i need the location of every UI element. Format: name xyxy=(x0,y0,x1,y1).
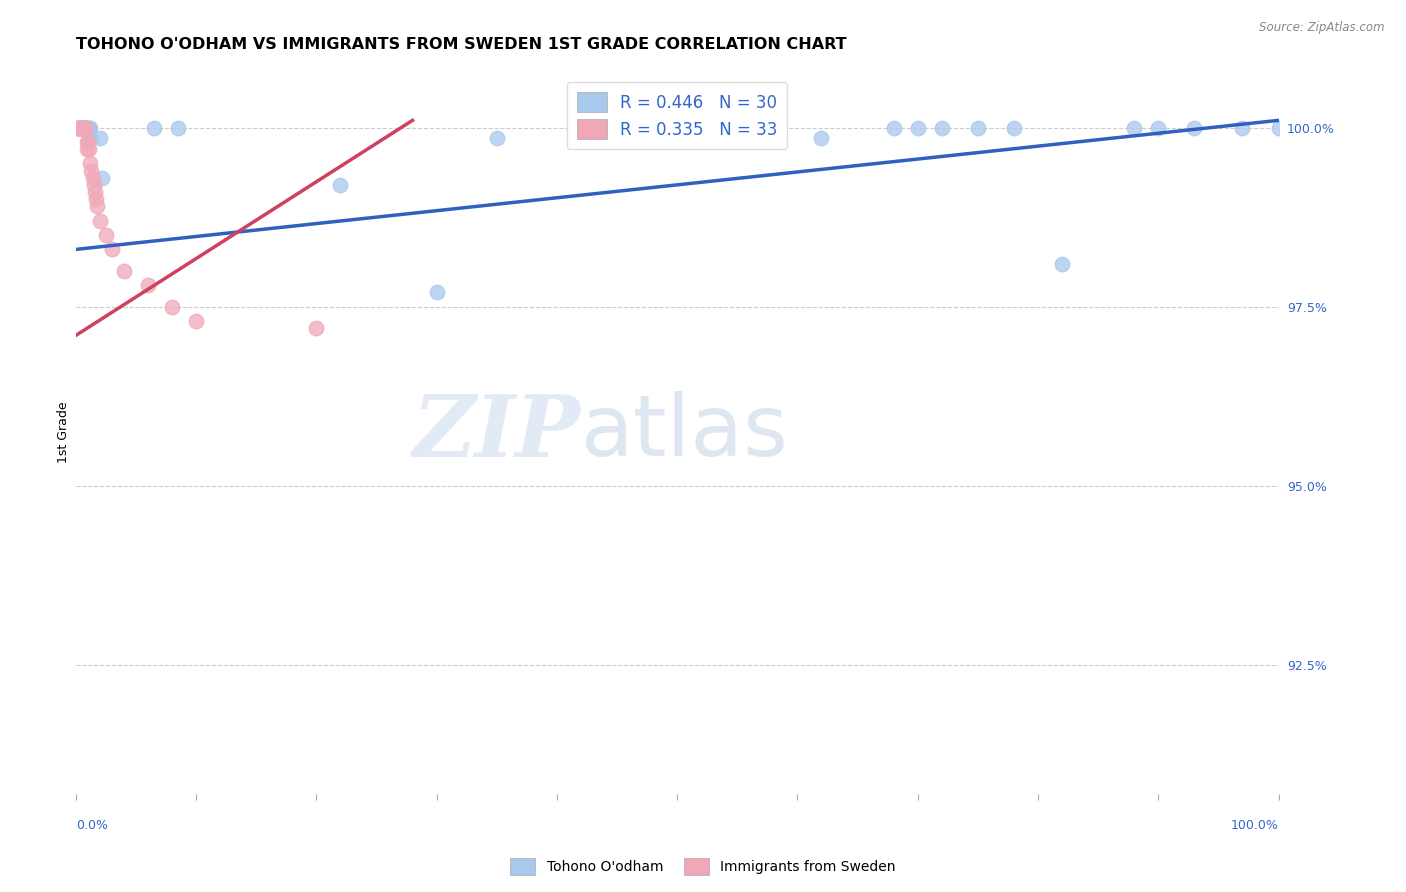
Point xyxy=(80,131,103,145)
Point xyxy=(101,243,124,257)
Legend: R = 0.446   N = 30, R = 0.335   N = 33: R = 0.446 N = 30, R = 0.335 N = 33 xyxy=(567,82,787,150)
Point xyxy=(72,120,94,135)
Legend: Tohono O'odham, Immigrants from Sweden: Tohono O'odham, Immigrants from Sweden xyxy=(505,853,901,880)
Point xyxy=(79,120,101,135)
Point xyxy=(70,120,93,135)
Point xyxy=(73,120,96,135)
Text: ZIP: ZIP xyxy=(413,391,581,474)
Point xyxy=(76,120,98,135)
Point xyxy=(329,178,352,192)
Point xyxy=(67,120,90,135)
Point xyxy=(77,120,100,135)
Point xyxy=(91,170,114,185)
Point xyxy=(67,120,90,135)
Point xyxy=(907,120,929,135)
Point xyxy=(70,120,93,135)
Point xyxy=(305,321,328,335)
Point xyxy=(1002,120,1025,135)
Point xyxy=(883,120,905,135)
Point xyxy=(69,120,91,135)
Point xyxy=(79,156,101,170)
Point xyxy=(94,228,117,243)
Point xyxy=(89,131,111,145)
Point xyxy=(167,120,190,135)
Point xyxy=(67,120,90,135)
Text: atlas: atlas xyxy=(581,391,789,474)
Point xyxy=(76,120,98,135)
Point xyxy=(1267,120,1289,135)
Point xyxy=(77,142,100,156)
Point xyxy=(66,120,89,135)
Point xyxy=(1182,120,1205,135)
Point xyxy=(1050,257,1073,271)
Text: Source: ZipAtlas.com: Source: ZipAtlas.com xyxy=(1260,21,1385,34)
Point xyxy=(73,120,96,135)
Point xyxy=(426,285,449,300)
Point xyxy=(69,120,91,135)
Point xyxy=(75,120,97,135)
Point xyxy=(1147,120,1170,135)
Text: TOHONO O'ODHAM VS IMMIGRANTS FROM SWEDEN 1ST GRADE CORRELATION CHART: TOHONO O'ODHAM VS IMMIGRANTS FROM SWEDEN… xyxy=(76,37,846,53)
Text: 0.0%: 0.0% xyxy=(76,820,108,832)
Point xyxy=(76,135,98,149)
Point xyxy=(184,314,207,328)
Point xyxy=(73,120,96,135)
Point xyxy=(160,300,183,314)
Point xyxy=(69,120,91,135)
Point xyxy=(83,178,105,192)
Point xyxy=(485,131,508,145)
Point xyxy=(142,120,165,135)
Text: 100.0%: 100.0% xyxy=(1230,820,1278,832)
Point xyxy=(1123,120,1146,135)
Point xyxy=(72,120,94,135)
Point xyxy=(75,120,97,135)
Point xyxy=(76,142,98,156)
Point xyxy=(72,120,94,135)
Point xyxy=(75,120,97,135)
Point xyxy=(136,278,159,293)
Point xyxy=(931,120,953,135)
Point xyxy=(1232,120,1254,135)
Point xyxy=(80,163,103,178)
Point xyxy=(86,199,108,213)
Y-axis label: 1st Grade: 1st Grade xyxy=(58,401,70,463)
Point xyxy=(84,185,107,199)
Point xyxy=(82,170,104,185)
Point xyxy=(810,131,832,145)
Point xyxy=(67,120,90,135)
Point xyxy=(76,135,98,149)
Point xyxy=(966,120,988,135)
Point xyxy=(112,264,135,278)
Point xyxy=(89,213,111,227)
Point xyxy=(84,192,107,206)
Point xyxy=(70,120,93,135)
